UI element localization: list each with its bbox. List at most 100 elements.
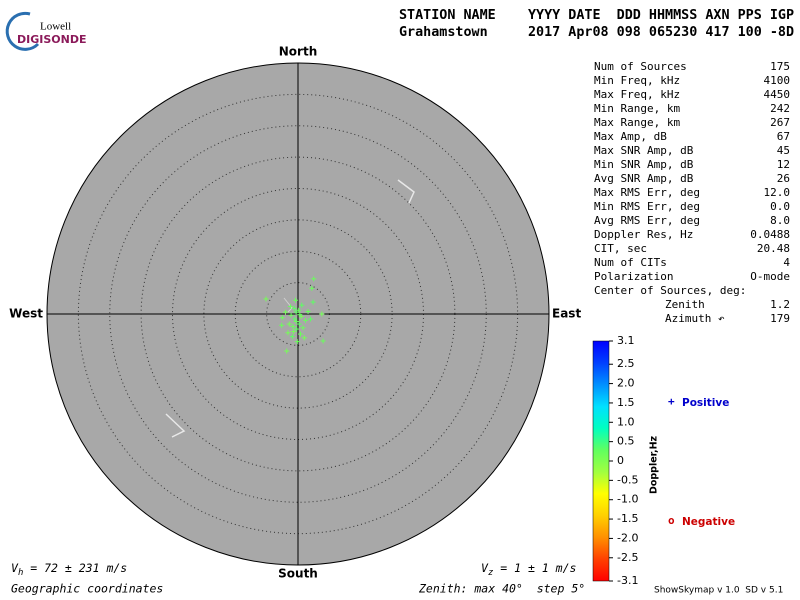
vz-text: = 1 ± 1 m/s bbox=[493, 561, 576, 575]
stat-value: 242 bbox=[770, 102, 790, 115]
stat-label: Azimuth ↶ bbox=[665, 312, 725, 325]
legend-marker: + bbox=[668, 395, 675, 408]
logo-bottom: DIGISONDE bbox=[17, 33, 86, 46]
stat-value: 4 bbox=[783, 256, 790, 269]
source-point bbox=[289, 334, 295, 340]
colorbar-tick-label: 3.1 bbox=[617, 334, 635, 347]
stat-label: Num of CITs bbox=[594, 256, 667, 269]
source-point bbox=[293, 319, 299, 325]
stat-label: Avg RMS Err, deg bbox=[594, 214, 700, 227]
direction-arrow bbox=[397, 179, 415, 204]
vh-sub: h bbox=[18, 568, 23, 578]
north-label: North bbox=[279, 45, 317, 59]
vz-note: Vz = 1 ± 1 m/s bbox=[481, 561, 577, 578]
stat-value: 0.0 bbox=[770, 200, 790, 213]
legend-marker: o bbox=[668, 514, 675, 527]
colorbar bbox=[592, 340, 610, 582]
stat-label: Max Amp, dB bbox=[594, 130, 667, 143]
stat-label: Max Freq, kHz bbox=[594, 88, 680, 101]
logo-top: Lowell bbox=[40, 21, 71, 33]
source-point bbox=[287, 303, 293, 309]
stat-label: Doppler Res, Hz bbox=[594, 228, 693, 241]
header-values: Grahamstown 2017 Apr08 098 065230 417 10… bbox=[399, 25, 794, 40]
stat-label: Num of Sources bbox=[594, 60, 687, 73]
stat-value: 67 bbox=[777, 130, 790, 143]
logo-swoosh bbox=[5, 11, 40, 51]
colorbar-label: Doppler,Hz bbox=[649, 435, 660, 494]
source-point bbox=[284, 348, 290, 354]
stat-value: 0.0488 bbox=[750, 228, 790, 241]
source-point bbox=[320, 338, 326, 344]
source-point bbox=[288, 312, 294, 318]
south-label: South bbox=[278, 567, 318, 581]
coordinates-note: Geographic coordinates bbox=[11, 582, 163, 596]
source-point bbox=[308, 316, 314, 322]
source-point bbox=[293, 309, 299, 315]
stat-label: Max RMS Err, deg bbox=[594, 186, 700, 199]
version: ShowSkymap v 1.0 SD v 5.1 bbox=[654, 586, 783, 596]
source-point bbox=[290, 324, 296, 330]
stat-value: 175 bbox=[770, 60, 790, 73]
source-point bbox=[309, 285, 315, 291]
source-point bbox=[286, 321, 292, 327]
source-point bbox=[292, 316, 298, 322]
stat-label: CIT, sec bbox=[594, 242, 647, 255]
source-point bbox=[294, 339, 300, 345]
source-point bbox=[263, 296, 269, 302]
stat-value: 20.48 bbox=[757, 242, 790, 255]
stat-value: 267 bbox=[770, 116, 790, 129]
stat-label: Min Freq, kHz bbox=[594, 74, 680, 87]
source-point bbox=[279, 322, 285, 328]
colorbar-tick-label: 1.5 bbox=[617, 396, 635, 409]
source-point bbox=[291, 305, 297, 311]
source-point bbox=[292, 297, 298, 303]
direction-arrow bbox=[165, 413, 186, 438]
vh-note: Vh = 72 ± 231 m/s bbox=[11, 561, 127, 578]
colorbar-tick-label: 2.0 bbox=[617, 377, 635, 390]
source-point bbox=[294, 326, 300, 332]
plot bbox=[46, 62, 550, 566]
source-point bbox=[282, 309, 288, 315]
stat-label: Min RMS Err, deg bbox=[594, 200, 700, 213]
source-point bbox=[296, 321, 302, 327]
stat-label: Avg SNR Amp, dB bbox=[594, 172, 694, 185]
vh-symbol: V bbox=[11, 561, 19, 575]
source-point bbox=[319, 311, 325, 317]
source-point bbox=[296, 307, 302, 313]
colorbar-tick-label: -3.1 bbox=[617, 574, 638, 587]
east-label: East bbox=[552, 307, 581, 321]
source-point bbox=[303, 317, 309, 323]
colorbar-tick-label: 0.5 bbox=[617, 435, 635, 448]
source-point bbox=[299, 302, 305, 308]
vz-symbol: V bbox=[481, 561, 489, 575]
colorbar-tick-label: 2.5 bbox=[617, 357, 635, 370]
stat-value: 1.2 bbox=[770, 298, 790, 311]
colorbar-tick-label: 0 bbox=[617, 454, 624, 467]
source-point bbox=[298, 331, 304, 337]
stat-value: O-mode bbox=[750, 270, 790, 283]
source-point bbox=[297, 312, 303, 318]
legend-entry: Positive bbox=[682, 397, 729, 409]
source-point bbox=[300, 325, 306, 331]
stat-value: 45 bbox=[777, 144, 790, 157]
zenith-note: Zenith: max 40° step 5° bbox=[418, 582, 585, 596]
colorbar-tick-label: -2.5 bbox=[617, 551, 638, 564]
stat-value: 26 bbox=[777, 172, 790, 185]
source-point bbox=[279, 315, 285, 321]
stat-label: Polarization bbox=[594, 270, 673, 283]
colorbar-tick-label: -2.0 bbox=[617, 531, 638, 544]
west-label: West bbox=[9, 307, 43, 321]
stat-value: 12 bbox=[777, 158, 790, 171]
stat-value: 12.0 bbox=[764, 186, 791, 199]
vh-text: = 72 ± 231 m/s bbox=[23, 561, 127, 575]
colorbar-tick-label: -0.5 bbox=[617, 473, 638, 486]
stat-value: 4100 bbox=[764, 74, 791, 87]
stat-value: 8.0 bbox=[770, 214, 790, 227]
stat-value: 4450 bbox=[764, 88, 791, 101]
colorbar-tick-label: 1.0 bbox=[617, 415, 635, 428]
source-point bbox=[310, 299, 316, 305]
stat-label: Center of Sources, deg: bbox=[594, 284, 746, 297]
header-labels: STATION NAME YYYY DATE DDD HHMMSS AXN PP… bbox=[399, 8, 794, 23]
stat-label: Zenith bbox=[665, 298, 705, 311]
